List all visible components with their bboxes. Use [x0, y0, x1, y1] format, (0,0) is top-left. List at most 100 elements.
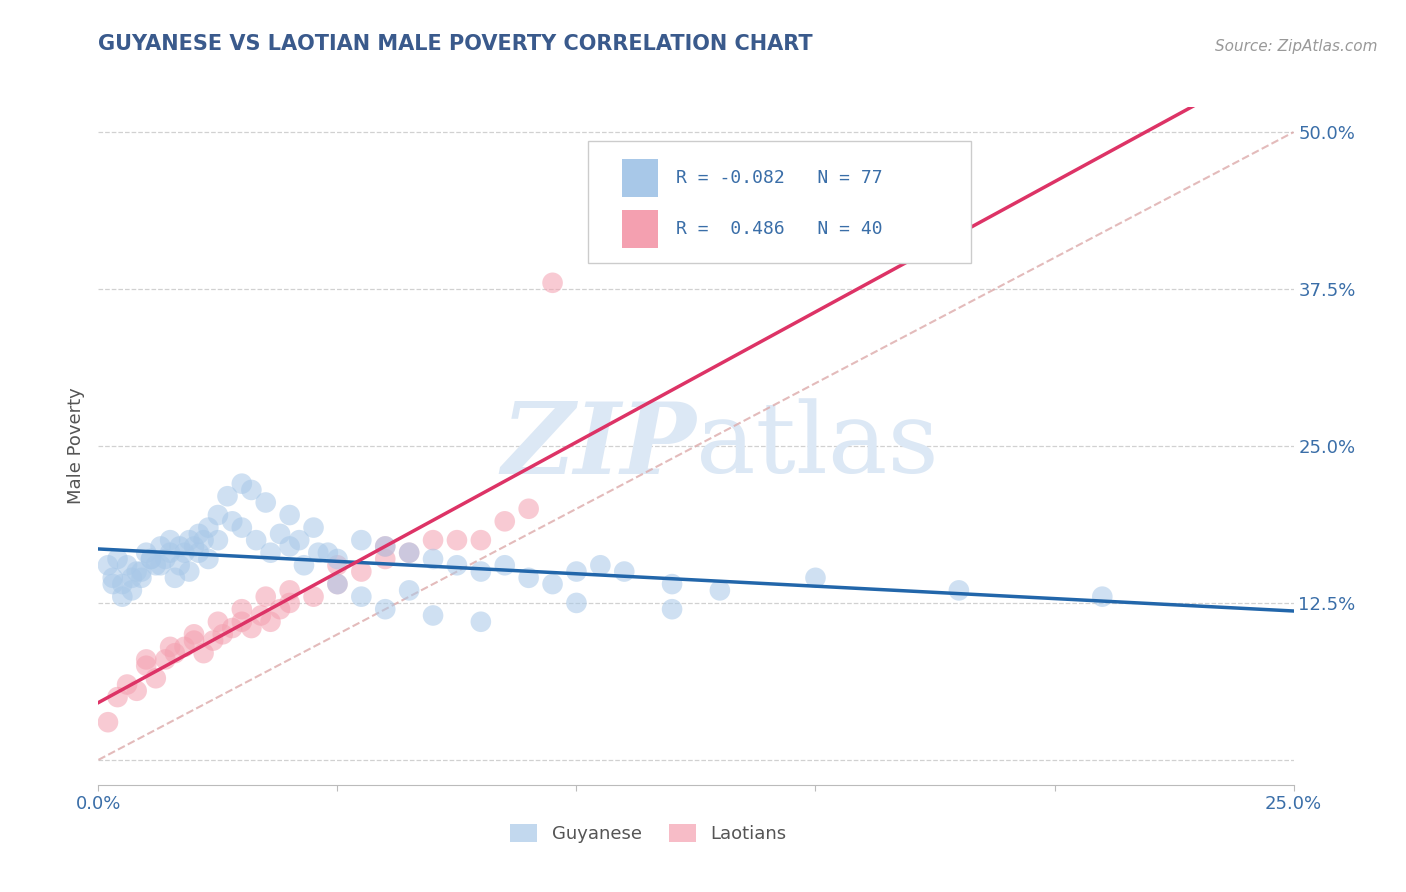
Point — [231, 615, 253, 629]
Point — [350, 590, 373, 604]
Point — [302, 520, 325, 534]
Point — [470, 615, 492, 629]
Point — [125, 683, 148, 698]
Point — [326, 552, 349, 566]
Point — [101, 571, 124, 585]
Point — [145, 558, 167, 573]
Point — [173, 546, 195, 560]
Point — [183, 540, 205, 554]
Point — [259, 615, 281, 629]
Point — [470, 565, 492, 579]
Point — [107, 690, 129, 704]
Point — [135, 652, 157, 666]
Point — [107, 552, 129, 566]
Point — [494, 558, 516, 573]
Point — [565, 565, 588, 579]
Point — [193, 646, 215, 660]
Point — [326, 558, 349, 573]
Point — [398, 583, 420, 598]
Point — [661, 577, 683, 591]
Point — [278, 508, 301, 522]
Point — [187, 527, 209, 541]
Point — [135, 658, 157, 673]
Point — [135, 546, 157, 560]
Point — [307, 546, 329, 560]
Point — [1091, 590, 1114, 604]
Point — [326, 577, 349, 591]
Point — [278, 583, 301, 598]
Bar — [621, 160, 658, 197]
Point — [145, 671, 167, 685]
Point — [207, 615, 229, 629]
Point — [661, 602, 683, 616]
Point — [565, 596, 588, 610]
Point — [155, 652, 177, 666]
Point — [111, 577, 134, 591]
Point — [231, 602, 253, 616]
Point — [446, 558, 468, 573]
Point — [231, 476, 253, 491]
Point — [470, 533, 492, 548]
Point — [422, 552, 444, 566]
Point — [254, 495, 277, 509]
Point — [245, 533, 267, 548]
Point — [207, 533, 229, 548]
Point — [709, 583, 731, 598]
Point — [948, 583, 970, 598]
Point — [197, 552, 219, 566]
Point — [278, 596, 301, 610]
Point — [97, 715, 120, 730]
Point — [316, 546, 339, 560]
Point — [179, 565, 201, 579]
Point — [121, 571, 143, 585]
Point — [422, 608, 444, 623]
Point — [446, 533, 468, 548]
Y-axis label: Male Poverty: Male Poverty — [66, 388, 84, 504]
Point — [163, 646, 186, 660]
Point — [217, 489, 239, 503]
Point — [149, 558, 172, 573]
Point — [350, 565, 373, 579]
Point — [197, 520, 219, 534]
Point — [302, 590, 325, 604]
Point — [139, 552, 162, 566]
Point — [193, 533, 215, 548]
Point — [159, 546, 181, 560]
Text: Source: ZipAtlas.com: Source: ZipAtlas.com — [1215, 38, 1378, 54]
Point — [269, 527, 291, 541]
Point — [240, 621, 263, 635]
Point — [231, 520, 253, 534]
Point — [240, 483, 263, 497]
Point — [494, 514, 516, 528]
Point — [97, 558, 120, 573]
Point — [589, 558, 612, 573]
Point — [115, 558, 138, 573]
Point — [221, 514, 243, 528]
Point — [541, 577, 564, 591]
Bar — [621, 211, 658, 248]
Point — [183, 633, 205, 648]
Point — [155, 552, 177, 566]
Point — [111, 590, 134, 604]
Point — [292, 558, 315, 573]
Point — [613, 565, 636, 579]
Point — [374, 552, 396, 566]
Point — [169, 558, 191, 573]
Point — [169, 540, 191, 554]
Point — [259, 546, 281, 560]
Point — [115, 677, 138, 691]
Point — [101, 577, 124, 591]
Point — [374, 540, 396, 554]
Point — [163, 571, 186, 585]
Point — [131, 565, 153, 579]
Point — [187, 546, 209, 560]
Point — [179, 533, 201, 548]
Point — [121, 583, 143, 598]
Point — [159, 640, 181, 654]
Point — [250, 608, 273, 623]
Point — [221, 621, 243, 635]
Point — [398, 546, 420, 560]
Point — [422, 533, 444, 548]
Point — [398, 546, 420, 560]
Point — [269, 602, 291, 616]
